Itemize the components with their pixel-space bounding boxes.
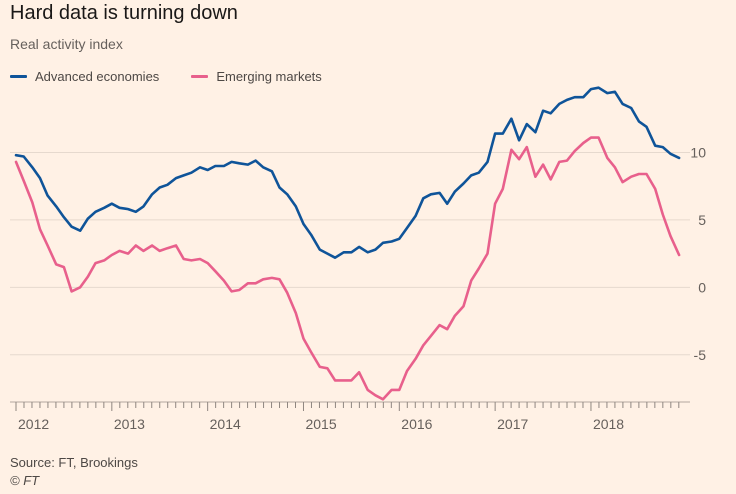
x-tick-label: 2016 <box>401 416 432 432</box>
y-tick-label: 10 <box>690 144 706 160</box>
series-line-emerging <box>14 136 681 401</box>
x-tick-label: 2018 <box>593 416 624 432</box>
legend-item-emerging: Emerging markets <box>191 68 322 84</box>
legend-swatch-advanced <box>10 74 27 78</box>
x-tick-label: 2017 <box>497 416 528 432</box>
y-tick-label: 5 <box>698 212 706 228</box>
y-tick-label: 0 <box>698 279 706 295</box>
x-tick-label: 2015 <box>305 416 336 432</box>
x-tick-label: 2013 <box>114 416 145 432</box>
legend-item-advanced: Advanced economies <box>10 69 159 84</box>
legend-label-emerging: Emerging markets <box>216 68 322 84</box>
legend-label-advanced: Advanced economies <box>35 68 160 84</box>
legend-swatch-emerging <box>191 74 209 78</box>
legend: Advanced economies Emerging markets <box>10 67 354 85</box>
source-note: Source: FT, Brookings <box>10 455 138 470</box>
chart-subtitle: Real activity index <box>10 36 123 52</box>
series-line-advanced <box>14 86 681 259</box>
chart-title: Hard data is turning down <box>10 2 238 24</box>
x-tick-label: 2012 <box>18 416 49 432</box>
y-tick-label: -5 <box>694 347 707 363</box>
x-tick-label: 2014 <box>210 416 241 432</box>
copyright-credit: © FT <box>10 473 40 488</box>
